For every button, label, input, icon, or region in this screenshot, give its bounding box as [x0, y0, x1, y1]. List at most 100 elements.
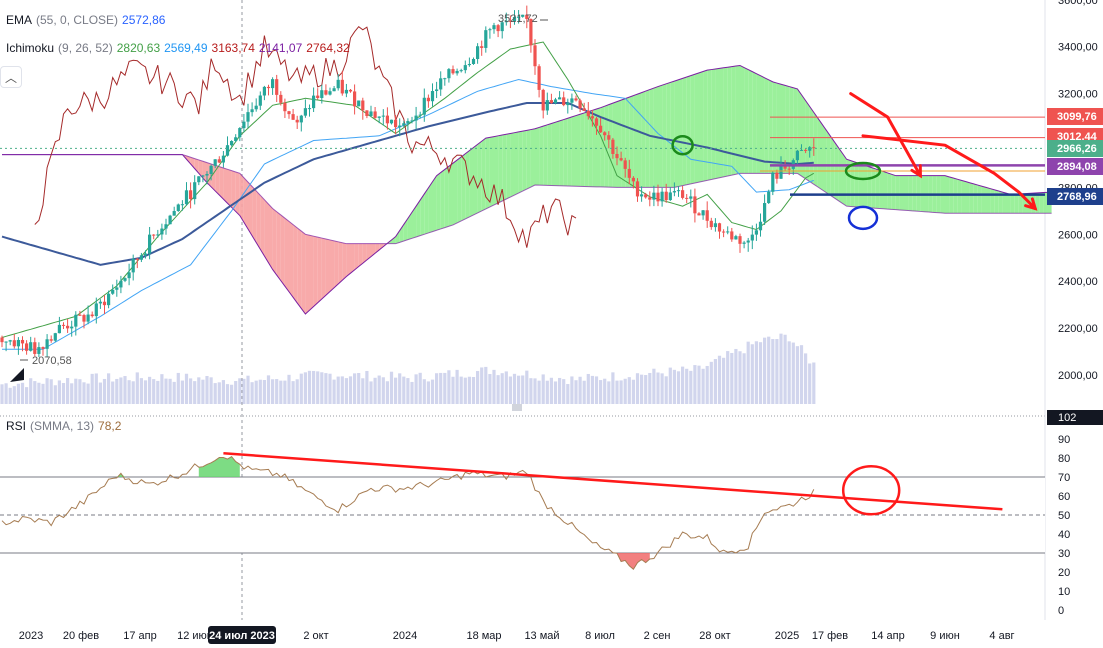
- candle-body: [115, 287, 119, 290]
- volume-bar: [570, 376, 574, 404]
- volume-bar: [418, 372, 422, 404]
- freehand-circle: [844, 161, 882, 181]
- cloud-segment: [830, 135, 835, 198]
- candle-body: [12, 340, 16, 347]
- candle-body: [582, 108, 586, 111]
- cloud-segment: [858, 163, 863, 208]
- candle-body: [189, 190, 193, 200]
- senkou-span-b-line: [2, 154, 1052, 245]
- collapse-legend-button[interactable]: ︿: [0, 66, 22, 88]
- volume-bar: [574, 380, 578, 404]
- volume-bar: [517, 375, 521, 404]
- volume-bar: [45, 378, 49, 404]
- volume-bar: [98, 382, 102, 404]
- candle-body: [107, 293, 111, 306]
- cloud-segment: [518, 131, 523, 194]
- legend-rsi[interactable]: RSI (SMMA, 13) 78,2: [6, 418, 121, 434]
- candle-body: [242, 121, 246, 129]
- candle-body: [574, 98, 578, 101]
- cloud-segment: [805, 100, 810, 182]
- volume-bar: [471, 376, 476, 404]
- cloud-segment: [489, 136, 494, 207]
- cloud-segment: [719, 67, 724, 178]
- volume-bar: [332, 379, 336, 404]
- volume-bar: [586, 373, 590, 404]
- time-tick-label: 24 июл 2023: [209, 630, 275, 642]
- time-tick-label: 12 июн: [177, 630, 213, 642]
- cloud-segment: [526, 129, 531, 190]
- volume-bar: [455, 369, 459, 404]
- cloud-segment: [785, 85, 790, 174]
- cloud-segment: [502, 134, 507, 202]
- candle-body: [299, 115, 303, 123]
- cloud-segment: [977, 185, 982, 214]
- cloud-segment: [789, 86, 794, 174]
- candle-body: [750, 234, 754, 241]
- time-tick-label: 2025: [775, 630, 799, 642]
- candle-body: [205, 173, 209, 176]
- volume-bar: [111, 381, 115, 404]
- volume-bar: [541, 374, 545, 404]
- candle-body: [664, 191, 668, 201]
- volume-bar: [631, 379, 635, 404]
- cloud-segment: [420, 193, 425, 236]
- candle-body: [648, 197, 652, 200]
- rsi-value: 78,2: [98, 419, 122, 433]
- candle-body: [631, 177, 635, 182]
- cloud-segment: [592, 108, 597, 187]
- time-tick-label: 17 фев: [812, 630, 848, 642]
- volume-bar: [500, 373, 504, 404]
- price-tick-label: 2200,00: [1058, 323, 1098, 335]
- candle-body: [467, 63, 471, 66]
- volume-bar: [275, 379, 279, 404]
- volume-bar: [668, 367, 672, 404]
- candle-body: [254, 105, 258, 110]
- cloud-segment: [461, 153, 466, 221]
- candle-body: [689, 196, 693, 199]
- cloud-segment: [986, 187, 991, 214]
- volume-bar: [635, 373, 640, 404]
- cloud-segment: [629, 95, 634, 188]
- volume-bar: [0, 384, 4, 404]
- cloud-segment: [293, 224, 298, 303]
- candle-body: [795, 150, 799, 161]
- volume-bar: [484, 366, 488, 404]
- volume-bar: [205, 376, 209, 404]
- price-badge: 2768,96: [1047, 188, 1103, 205]
- candle-body: [353, 91, 357, 107]
- annotations: 3521,72 2070,58: [10, 13, 548, 382]
- candle-body: [283, 102, 287, 112]
- candle-body: [611, 139, 615, 154]
- cloud-segment: [678, 78, 683, 187]
- candle-body: [291, 114, 295, 120]
- volume-bar: [90, 373, 94, 404]
- candle-body: [529, 18, 533, 46]
- cloud-segment: [764, 77, 769, 174]
- cloud-segment: [330, 239, 335, 292]
- candle-body: [533, 45, 537, 67]
- volume-bar: [754, 341, 758, 404]
- candle-body: [238, 128, 242, 138]
- candle-body: [562, 97, 566, 106]
- rsi-zone-fill: [108, 473, 150, 477]
- cloud-segment: [346, 243, 351, 277]
- cloud-segment: [838, 147, 843, 204]
- price-tick-label: 2400,00: [1058, 276, 1098, 288]
- volume-bar: [640, 374, 644, 404]
- volume-bar: [709, 361, 713, 404]
- volume-bar: [681, 366, 685, 404]
- cloud-segment: [448, 163, 453, 227]
- cloud-segment: [1006, 193, 1011, 214]
- candle-body: [488, 29, 492, 31]
- volume-bar: [135, 372, 139, 404]
- volume-bar: [713, 359, 717, 404]
- user-drawings[interactable]: [223, 92, 1038, 516]
- volume-bar: [8, 387, 12, 404]
- legend-ichimoku[interactable]: Ichimoku (9, 26, 52) 2820,63 2569,49 3163,74…: [6, 40, 350, 56]
- candle-body: [394, 119, 398, 128]
- rsi-tick-label: 10: [1058, 586, 1070, 598]
- legend-ema[interactable]: EMA (55, 0, CLOSE) 2572,86: [6, 12, 165, 28]
- candle-body: [275, 79, 279, 95]
- chevron-up-icon: ︿: [4, 70, 17, 85]
